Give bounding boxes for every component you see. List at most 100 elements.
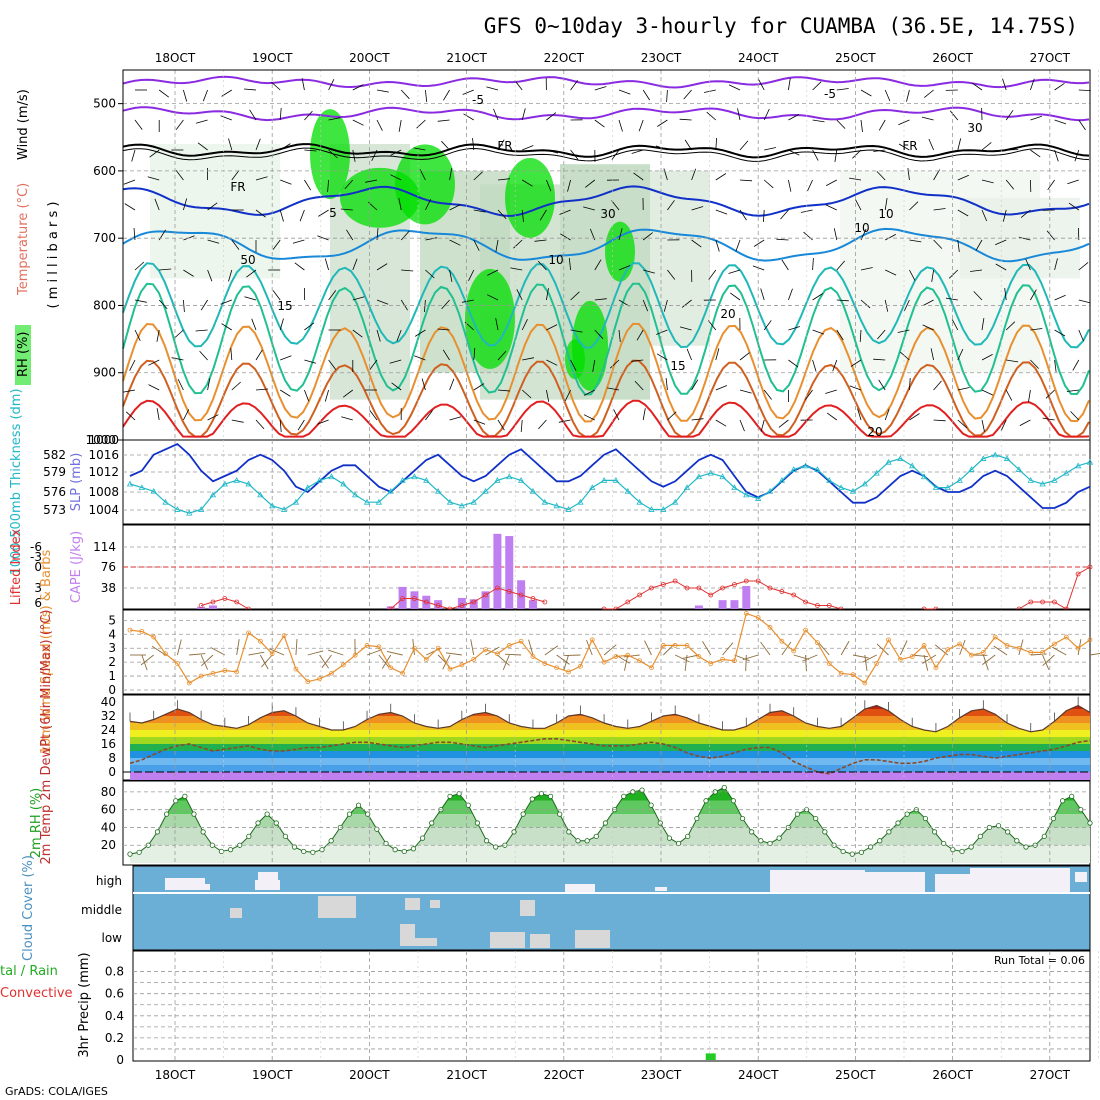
wind-barb: [495, 239, 499, 252]
wind-barb: [301, 78, 305, 91]
wind-barb: [304, 359, 317, 364]
wind-barb: [805, 389, 813, 400]
pressure-tick-label: 600: [93, 164, 116, 178]
wind-barb: [175, 119, 184, 130]
top-date-label: 22OCT: [544, 51, 585, 65]
dewpoint-line: [129, 737, 1091, 775]
thickness-point: [1039, 480, 1046, 487]
wind10m-point: [293, 666, 299, 672]
wind10m-barb: [528, 639, 534, 656]
wind-barb: [279, 318, 284, 331]
wind10m-point: [933, 665, 939, 671]
wind10m-point: [921, 643, 927, 648]
freezing-level: [122, 147, 1090, 162]
wind-barb: [147, 176, 160, 181]
lifted-index-point: [779, 589, 785, 594]
wind-barb: [642, 89, 651, 101]
wind-barb: [832, 359, 838, 372]
lifted-index-point: [1087, 564, 1093, 570]
wind-barb: [1018, 236, 1031, 241]
thickness-point: [340, 480, 347, 487]
li-tick-label: 3: [34, 581, 42, 595]
wind10m-point: [838, 670, 844, 676]
cape-li-axis: -6-30 36 114 76 38: [30, 540, 116, 610]
thickness-point: [352, 491, 359, 498]
wind-barb: [634, 380, 644, 391]
thickness-point: [980, 455, 987, 461]
contour-label: 10: [878, 207, 893, 221]
wind-barb: [414, 329, 426, 337]
rh2m-point: [154, 829, 161, 835]
wind-barb: [981, 318, 985, 331]
wind-barb: [352, 258, 358, 271]
cape-bar: [386, 606, 395, 609]
bottom-date-label: 25OCT: [835, 1068, 876, 1082]
wind-barb: [739, 140, 749, 151]
wind-barb: [1045, 389, 1055, 399]
wind-barb: [324, 258, 329, 271]
wind-barb: [607, 387, 620, 391]
cloud-cell: [195, 884, 210, 890]
wind-barb: [667, 269, 676, 280]
cloud-cell: [530, 934, 550, 948]
cloud-row-label: high: [96, 874, 122, 888]
cape-bar: [398, 586, 407, 609]
wind-barb: [131, 149, 136, 162]
wind-barb: [970, 269, 983, 272]
wind-barb: [376, 329, 381, 342]
rh2m-point: [246, 833, 252, 839]
wind-barb: [739, 419, 745, 432]
wind-barb: [776, 238, 789, 241]
cloud-cell: [770, 870, 865, 892]
wind-barb: [884, 89, 891, 102]
wind-barb: [885, 234, 896, 241]
wind10m-point: [471, 656, 477, 662]
wind-barb: [195, 119, 208, 124]
precip-axis-label: 3hr Precip (mm): [77, 952, 92, 1057]
rh2m-point: [493, 844, 499, 850]
wind10m-point: [601, 659, 607, 665]
wind-barb: [124, 203, 136, 211]
wind-barb: [981, 179, 994, 184]
wind-barb: [328, 117, 341, 121]
rh2m-point: [1041, 833, 1047, 839]
wind-barb: [857, 408, 862, 421]
rh2m-point: [749, 829, 755, 835]
wind-barb: [957, 138, 962, 151]
thickness-point: [517, 477, 525, 483]
wind-barb: [715, 137, 717, 151]
thickness-slp-panel: 582 579 576 573 1016 1012 1008 1004 1000 1000-50…: [9, 388, 1099, 576]
temp2m-tick-label: 40: [101, 695, 116, 709]
wind10m-point: [376, 644, 382, 650]
wind-barb: [909, 239, 922, 243]
wind-barb: [441, 299, 450, 310]
precip-panel: 0.8 0.6 0.4 0.2 0 Run Total = 0.06 3hr Preci…: [0, 950, 1099, 1067]
wind10m-barb: [802, 654, 818, 662]
rh2m-tick-label: 40: [101, 820, 116, 834]
wind-barb: [123, 389, 136, 393]
cape-bar: [528, 600, 537, 609]
thickness-slp-lines: [126, 442, 1094, 516]
wind-barb: [425, 410, 433, 421]
wind-barb: [352, 119, 364, 126]
wind-barb: [441, 140, 450, 151]
wind-barb: [778, 419, 789, 428]
wind-barb: [1030, 78, 1035, 91]
rh2m-point: [538, 791, 545, 797]
wind-barb: [462, 89, 474, 95]
wind-barb: [907, 168, 910, 181]
wind-barb: [304, 322, 315, 331]
wind-barb: [885, 269, 897, 276]
wind10m-point: [151, 634, 157, 640]
isotherm-5: [122, 185, 1090, 217]
rh2m-point: [566, 829, 572, 835]
wind-barb: [177, 379, 184, 391]
contour-label: 15: [277, 299, 292, 313]
wind10m-tick-label: 4: [108, 627, 116, 641]
wind10m-point: [388, 665, 394, 671]
wind10m-barb: [386, 650, 403, 656]
wind-barb: [753, 239, 765, 247]
wind-barb: [564, 389, 571, 401]
precip-tick-label: 0.2: [105, 1031, 124, 1045]
wind10m-barb: [295, 638, 298, 656]
